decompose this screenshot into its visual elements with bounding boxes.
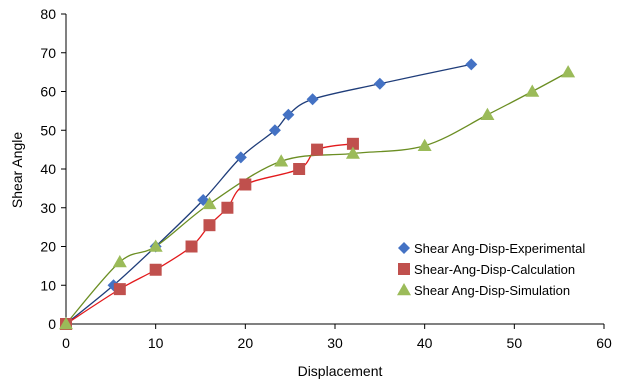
data-point-series-2 xyxy=(274,154,289,167)
x-tick-label: 60 xyxy=(596,335,612,351)
data-points xyxy=(59,58,576,330)
data-point-series-1 xyxy=(203,219,216,232)
trend-curve-series-2 xyxy=(65,71,569,325)
legend-label: Shear Ang-Disp-Simulation xyxy=(414,283,570,298)
y-tick-label: 10 xyxy=(40,277,56,293)
legend-marker-1 xyxy=(398,263,410,275)
data-point-series-0 xyxy=(465,58,478,71)
data-point-series-1 xyxy=(239,178,252,191)
x-tick-label: 40 xyxy=(417,335,433,351)
data-point-series-1 xyxy=(311,143,324,156)
x-tick-label: 30 xyxy=(327,335,343,351)
legend-marker-0 xyxy=(398,242,410,254)
y-tick-label: 50 xyxy=(40,122,56,138)
data-point-series-0 xyxy=(306,93,319,106)
data-point-series-2 xyxy=(561,65,576,78)
data-point-series-0 xyxy=(234,151,247,164)
x-tick-label: 10 xyxy=(148,335,164,351)
data-point-series-1 xyxy=(346,137,359,150)
trend-curves xyxy=(65,63,569,325)
data-point-series-0 xyxy=(373,77,386,90)
data-point-series-2 xyxy=(148,239,163,252)
data-point-series-2 xyxy=(112,255,127,268)
legend: Shear Ang-Disp-Experimental Shear-Ang-Dis… xyxy=(397,241,585,298)
y-axis-label: Shear Angle xyxy=(9,132,25,208)
data-point-series-0 xyxy=(268,124,281,137)
data-point-series-2 xyxy=(59,317,73,330)
legend-label: Shear-Ang-Disp-Calculation xyxy=(414,262,575,277)
data-point-series-2 xyxy=(202,196,217,210)
trend-curve-series-1 xyxy=(65,143,354,325)
legend-marker-2 xyxy=(397,283,411,296)
data-point-series-1 xyxy=(149,263,162,276)
trend-curve-series-0 xyxy=(65,63,472,325)
data-point-series-1 xyxy=(185,240,198,253)
data-point-series-1 xyxy=(221,201,234,214)
y-tick-label: 70 xyxy=(40,45,56,61)
x-tick-label: 20 xyxy=(238,335,254,351)
legend-label: Shear Ang-Disp-Experimental xyxy=(414,241,585,256)
x-axis-label: Displacement xyxy=(298,363,383,379)
x-tick-label: 0 xyxy=(62,335,70,351)
y-tick-label: 60 xyxy=(40,84,56,100)
data-point-series-2 xyxy=(480,107,495,120)
y-tick-label: 0 xyxy=(48,316,56,332)
data-point-series-0 xyxy=(282,108,295,121)
y-tick-label: 20 xyxy=(40,239,56,255)
y-tick-label: 30 xyxy=(40,200,56,216)
y-tick-label: 40 xyxy=(40,161,56,177)
data-point-series-2 xyxy=(345,146,360,159)
data-point-series-1 xyxy=(113,283,126,296)
data-point-series-1 xyxy=(293,163,306,175)
y-tick-label: 80 xyxy=(40,6,56,22)
x-tick-label: 50 xyxy=(507,335,523,351)
data-point-series-2 xyxy=(417,138,432,151)
axes: 0 10 20 30 40 50 60 0 10 20 30 40 50 60 70 80 xyxy=(40,6,612,351)
data-point-series-2 xyxy=(525,84,540,97)
